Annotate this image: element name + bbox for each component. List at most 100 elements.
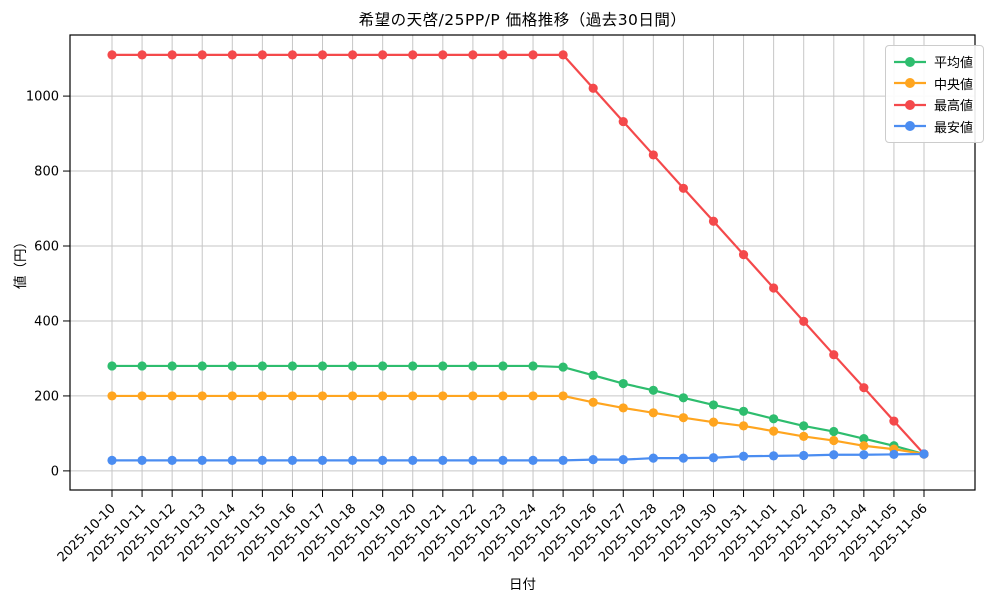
- legend-label-median: 中央値: [934, 77, 974, 93]
- series-average-marker: [859, 434, 869, 444]
- series-median-marker: [708, 417, 719, 427]
- series-median-marker: [287, 391, 298, 401]
- y-tick-label: 0: [51, 464, 59, 479]
- plot-border: [69, 34, 976, 491]
- series-average-marker: [167, 361, 177, 371]
- y-axis-label: 値（円）: [13, 235, 29, 289]
- series-max-marker: [107, 50, 117, 60]
- legend: 平均値中央値最高値最安値: [885, 45, 985, 143]
- series-median-marker: [197, 391, 207, 401]
- series-median-marker: [528, 391, 538, 401]
- series-average-marker: [107, 361, 117, 371]
- series-median-marker: [769, 426, 779, 436]
- series-median-marker: [408, 391, 418, 401]
- x-axis-label: 日付: [509, 577, 536, 593]
- series-max-marker: [769, 283, 779, 293]
- series-average-marker: [648, 385, 658, 395]
- series-average-marker: [378, 361, 388, 371]
- series-average-marker: [528, 361, 538, 371]
- series-min-marker: [107, 455, 117, 465]
- y-tick-label: 1000: [26, 90, 59, 105]
- series-average-marker: [438, 361, 448, 371]
- series-average-marker: [137, 361, 147, 371]
- legend-label-average: 平均値: [934, 56, 974, 72]
- series-average-marker: [498, 361, 508, 371]
- series-max-marker: [227, 50, 237, 60]
- series-average-marker: [829, 426, 839, 437]
- series-median-marker: [859, 441, 869, 451]
- series-max-marker: [738, 250, 749, 260]
- series-average-marker: [408, 361, 418, 371]
- series-average-marker: [287, 361, 298, 371]
- series-median-marker: [648, 408, 658, 418]
- series-average-line: [112, 364, 925, 456]
- series-max-marker: [708, 216, 719, 226]
- series-min-marker: [558, 455, 568, 465]
- series-average-marker: [708, 400, 719, 410]
- series-median-marker: [468, 391, 478, 401]
- legend-item-median: 中央値: [893, 73, 973, 95]
- series-median-marker: [829, 435, 839, 446]
- series-median-marker: [107, 391, 117, 401]
- series-min-marker: [528, 455, 538, 465]
- series-max-marker: [528, 50, 538, 60]
- series-min-marker: [498, 455, 508, 465]
- series-max-marker: [408, 50, 418, 60]
- series-min-marker: [227, 455, 237, 465]
- series-max-marker: [317, 50, 328, 60]
- series-max-marker: [468, 50, 478, 60]
- series-min-marker: [799, 450, 809, 461]
- series-median-marker: [317, 391, 328, 401]
- series-average-marker: [799, 421, 809, 431]
- series-median-marker: [438, 391, 448, 401]
- series-min-marker: [588, 455, 598, 465]
- series-min-marker: [167, 455, 177, 465]
- series-average-marker: [618, 378, 628, 389]
- series-min-line: [112, 452, 925, 462]
- series-max-marker: [167, 50, 177, 60]
- series-min-marker: [408, 455, 418, 465]
- series-max-line: [112, 53, 925, 455]
- series-max-marker: [889, 416, 899, 426]
- series-median-marker: [738, 421, 749, 431]
- series-min-marker: [889, 449, 899, 459]
- series-min-marker: [197, 455, 207, 465]
- series-min-marker: [378, 455, 388, 465]
- series-max-marker: [438, 50, 448, 60]
- legend-item-min: 最安値: [893, 116, 973, 138]
- series-average-marker: [227, 361, 237, 371]
- series-average-marker: [769, 414, 779, 424]
- legend-item-average: 平均値: [893, 51, 973, 73]
- series-median-marker: [799, 431, 809, 442]
- legend-item-max: 最高値: [893, 94, 973, 116]
- series-max-marker: [859, 383, 869, 393]
- series-average-marker: [257, 361, 267, 371]
- series-median-line: [112, 394, 925, 456]
- series-min-marker: [708, 453, 719, 463]
- series-average-marker: [588, 370, 598, 380]
- series-max-marker: [347, 50, 358, 60]
- series-max-marker: [558, 50, 568, 60]
- series-average-marker: [197, 361, 207, 371]
- series-median-marker: [588, 397, 598, 407]
- series-average-marker: [468, 361, 478, 371]
- series-max-marker: [197, 50, 207, 60]
- series-max-marker: [799, 316, 809, 326]
- series-median-marker: [498, 391, 508, 401]
- legend-label-max: 最高値: [934, 99, 974, 115]
- legend-label-min: 最安値: [934, 120, 974, 136]
- series-max-marker: [648, 150, 658, 160]
- series-min-marker: [859, 450, 869, 460]
- series-max-marker: [678, 183, 689, 193]
- series-min-marker: [648, 453, 658, 463]
- series-max-marker: [829, 350, 839, 360]
- series-min-marker: [919, 449, 929, 459]
- legend-swatch-average-icon: [894, 56, 926, 67]
- series-max-marker: [588, 83, 598, 93]
- series-average-marker: [678, 393, 689, 403]
- series-min-marker: [468, 455, 478, 465]
- series-min-marker: [678, 453, 689, 463]
- series-average-marker: [317, 361, 328, 371]
